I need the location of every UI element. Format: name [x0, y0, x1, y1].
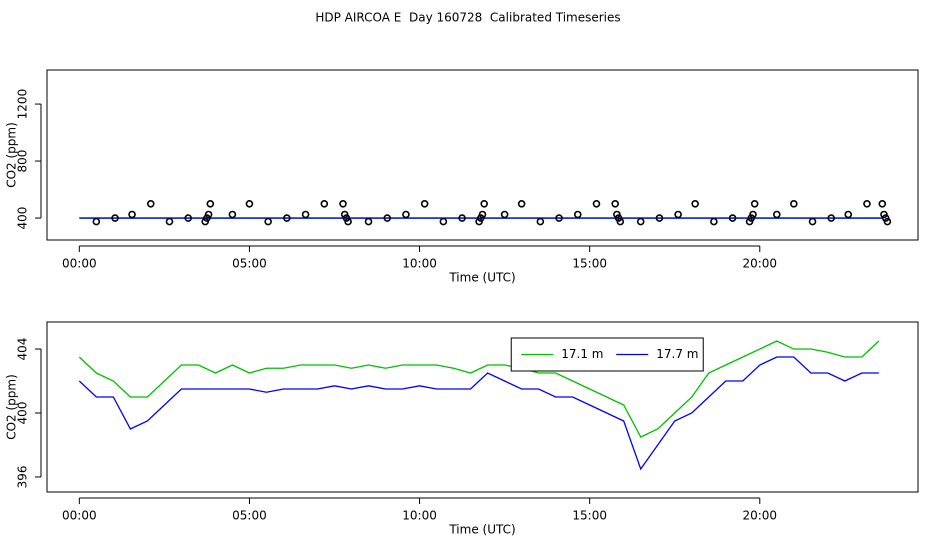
x-tick-label: 10:00	[402, 509, 437, 523]
calibration-point	[790, 200, 798, 208]
plot-frame	[46, 321, 919, 493]
x-tick-label: 00:00	[62, 257, 97, 271]
calibration-point	[146, 200, 155, 208]
x-tick-label: 10:00	[402, 257, 437, 271]
x-tick-label: 20:00	[742, 257, 777, 271]
plot-frame	[46, 69, 919, 241]
calibration-point	[264, 217, 272, 226]
calibration-point	[655, 214, 664, 222]
calibration-point	[674, 210, 682, 219]
calibration-point	[555, 214, 563, 222]
calibration-point	[283, 214, 291, 222]
calibration-point	[206, 200, 215, 208]
calibration-point	[691, 200, 699, 208]
calibration-point	[339, 200, 347, 208]
calibration-point	[402, 210, 410, 219]
figure-title: HDP AIRCOA E Day 160728 Calibrated Times…	[315, 11, 620, 25]
y-tick-label: 396	[16, 466, 30, 489]
panel: 00:00 05:00 10:00 15:00 20:00 Time (UTC) 400 80…	[5, 69, 919, 285]
x-axis-label: Time (UTC)	[448, 271, 515, 285]
calibration-point	[228, 210, 237, 219]
calibration-point	[184, 214, 192, 222]
x-tick-label: 05:00	[232, 509, 267, 523]
x-tick-label: 15:00	[572, 257, 607, 271]
y-tick-label: 400	[16, 207, 30, 230]
calibration-point	[500, 210, 509, 219]
series-line	[78, 356, 879, 471]
calibration-point	[439, 217, 448, 226]
x-tick-label: 05:00	[232, 257, 267, 271]
calibration-point	[111, 214, 119, 222]
calibration-point	[728, 214, 737, 222]
calibration-point	[458, 214, 466, 222]
x-tick-label: 15:00	[572, 509, 607, 523]
calibration-point	[592, 200, 601, 208]
calibration-point	[636, 217, 645, 226]
y-tick-label: 404	[16, 338, 30, 361]
panel: 00:00 05:00 10:00 15:00 20:00 Time (UTC) 396 40…	[5, 321, 919, 537]
calibration-point	[750, 200, 759, 208]
calibration-point	[478, 210, 487, 219]
y-tick-label: 800	[16, 150, 30, 173]
calibration-point	[863, 200, 871, 208]
calibration-point	[611, 200, 619, 208]
calibration-point	[92, 217, 101, 226]
calibration-point	[844, 210, 853, 219]
calibration-point	[128, 210, 136, 219]
calibration-point	[480, 200, 489, 208]
calibration-point	[383, 214, 392, 222]
calibration-point	[245, 200, 254, 208]
calibration-point	[536, 217, 545, 226]
calibration-point	[773, 210, 781, 219]
legend-label: 17.1 m	[561, 347, 603, 361]
calibration-point	[883, 217, 892, 226]
y-tick-label: 1200	[16, 89, 30, 120]
calibration-point	[204, 210, 213, 219]
calibration-point	[364, 217, 373, 226]
series-line	[78, 340, 880, 438]
calibration-point	[710, 217, 718, 226]
x-axis-label: Time (UTC)	[448, 523, 515, 537]
calibration-point	[517, 200, 526, 208]
y-axis-label: CO2 (ppm)	[5, 122, 19, 188]
calibration-point	[878, 200, 887, 208]
calibration-point	[320, 200, 329, 208]
calibration-point	[573, 210, 582, 219]
calibration-point	[808, 217, 817, 226]
legend-label: 17.7 m	[656, 347, 698, 361]
y-axis-label: CO2 (ppm)	[5, 374, 19, 440]
calibration-point	[827, 214, 836, 222]
legend: 17.1 m 17.7 m	[510, 337, 704, 372]
calibration-point	[301, 210, 310, 219]
calibration-point	[420, 200, 429, 208]
y-tick-label: 400	[16, 402, 30, 425]
x-tick-label: 20:00	[742, 509, 777, 523]
calibration-point	[749, 210, 757, 219]
calibration-point	[344, 217, 352, 226]
calibration-point	[616, 217, 625, 226]
x-tick-label: 00:00	[62, 509, 97, 523]
calibration-point	[165, 217, 174, 226]
